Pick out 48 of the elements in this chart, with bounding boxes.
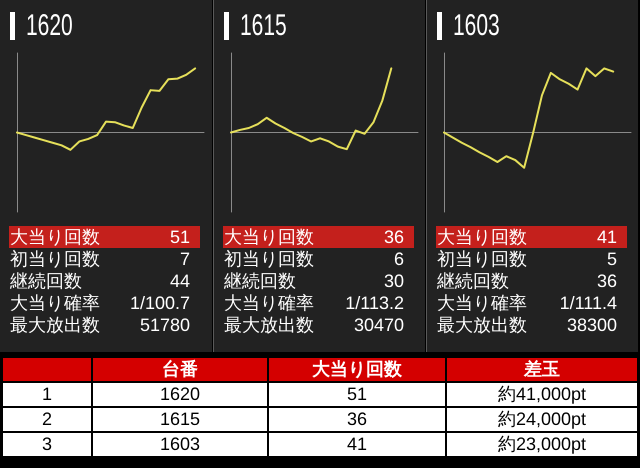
- text: 51: [346, 384, 368, 404]
- text: 36: [596, 270, 617, 292]
- chart-title: 1615: [240, 9, 287, 42]
- text: 初当り回数: [10, 248, 100, 270]
- text: 3: [42, 434, 52, 454]
- text: 大当り確率: [10, 292, 100, 314]
- text: 約24,000pt: [498, 409, 586, 429]
- text: 継続回数: [437, 270, 509, 292]
- text: 最大放出数: [437, 314, 527, 336]
- text: 最大放出数: [10, 314, 100, 336]
- text: 約23,000pt: [498, 434, 586, 454]
- text: 1: [42, 384, 52, 404]
- text: 2: [42, 409, 52, 429]
- text: 51: [170, 226, 190, 248]
- text: 1615: [160, 409, 200, 429]
- text: 6: [394, 248, 404, 270]
- text: 大当り回数: [10, 226, 100, 248]
- text: 36: [384, 226, 404, 248]
- text: 5: [606, 248, 617, 270]
- category-label: 差玉: [524, 359, 560, 379]
- text: 継続回数: [224, 270, 296, 292]
- text: 7: [180, 248, 190, 270]
- text: 1/111.4: [560, 292, 617, 314]
- text: 30: [384, 270, 404, 292]
- text: 30470: [354, 314, 404, 336]
- text: 大当り確率: [437, 292, 527, 314]
- text: 1/100.7: [130, 292, 190, 314]
- text: 41: [346, 434, 368, 454]
- category-label: 台番: [162, 359, 198, 379]
- text: 初当り回数: [224, 248, 314, 270]
- text: 38300: [566, 314, 617, 336]
- text: 1620: [160, 384, 200, 404]
- text: 36: [346, 409, 368, 429]
- chart-title: 1620: [26, 9, 73, 42]
- text: 大当り回数: [437, 226, 527, 248]
- text: 約41,000pt: [498, 384, 586, 404]
- text: 継続回数: [10, 270, 82, 292]
- chart-title: 1603: [453, 9, 500, 42]
- text: 初当り回数: [437, 248, 527, 270]
- text: 1603: [160, 434, 200, 454]
- text: 51780: [140, 314, 190, 336]
- text: 最大放出数: [224, 314, 314, 336]
- category-label: 大当り回数: [312, 359, 402, 379]
- text: 大当り回数: [224, 226, 314, 248]
- text: 大当り確率: [224, 292, 314, 314]
- text: 1/113.2: [345, 292, 404, 314]
- text: 44: [170, 270, 190, 292]
- text: 41: [596, 226, 617, 248]
